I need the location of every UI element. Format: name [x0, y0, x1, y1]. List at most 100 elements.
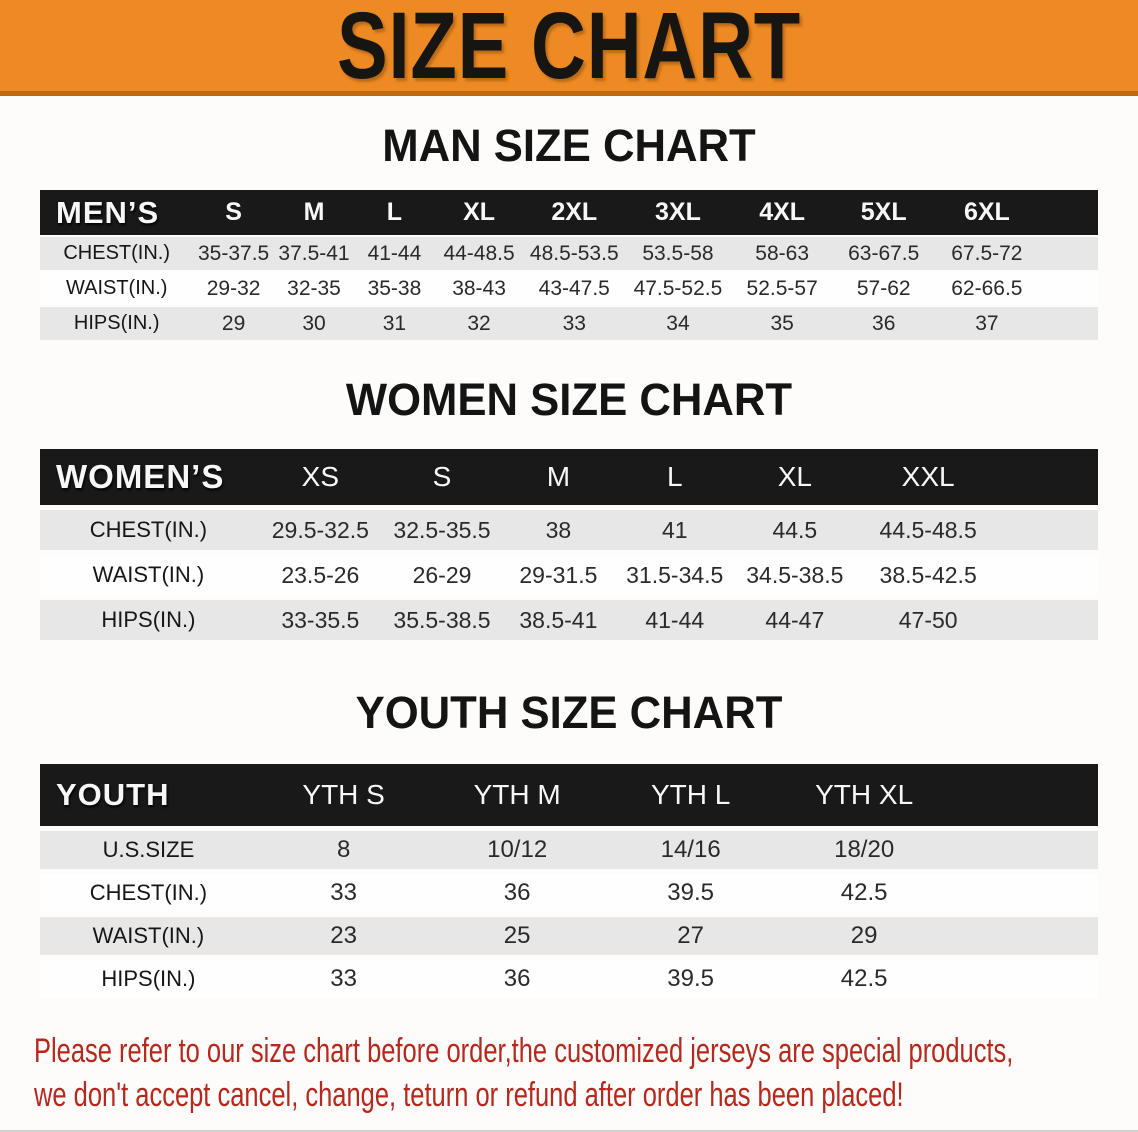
- womens-section: WOMEN SIZE CHART WOMEN’S XS S M L XL XXL CHEST(I…: [0, 374, 1138, 645]
- size-value-cell: 29.5-32.5: [271, 516, 369, 543]
- size-value-cell: 26-29: [412, 561, 472, 588]
- mens-section: MAN SIZE CHART MEN’S S M L XL 2XL 3XL 4XL 5XL 6XL C…: [0, 120, 1138, 342]
- size-value-cell: 35: [770, 311, 794, 335]
- table-row: U.S.SIZE 8 10/12 14/16 18/20: [40, 831, 1098, 869]
- row-spacer: [1040, 307, 1098, 340]
- size-value-cell: 14/16: [660, 836, 721, 863]
- charts-main: MAN SIZE CHART MEN’S S M L XL 2XL 3XL 4XL 5XL 6XL C…: [0, 120, 1138, 1003]
- table-row: CHEST(IN.) 29.5-32.5 32.5-35.5 38 41 44.5 44.5…: [40, 510, 1098, 550]
- youth-section-title: YOUTH SIZE CHART: [355, 687, 783, 738]
- size-column-header: XS: [301, 461, 340, 492]
- size-column-header: L: [666, 461, 683, 492]
- size-value-cell: 18/20: [834, 836, 895, 863]
- size-value-cell: 42.5: [840, 879, 888, 906]
- measurement-label: U.S.SIZE: [102, 837, 195, 862]
- size-value-cell: 63-67.5: [848, 241, 920, 265]
- header-spacer: [951, 764, 1098, 826]
- row-spacer: [1000, 600, 1098, 640]
- measurement-label: WAIST(IN.): [92, 562, 205, 587]
- womens-group-label: WOMEN’S: [56, 458, 225, 495]
- measurement-label: CHEST(IN.): [89, 880, 208, 905]
- row-spacer: [1000, 510, 1098, 550]
- size-value-cell: 31.5-34.5: [626, 561, 724, 588]
- size-value-cell: 47-50: [898, 606, 958, 633]
- size-column-header: YTH XL: [815, 779, 914, 810]
- table-row: WAIST(IN.) 23 25 27 29: [40, 917, 1098, 955]
- size-value-cell: 34.5-38.5: [746, 561, 844, 588]
- measurement-label: WAIST(IN.): [92, 923, 205, 948]
- size-value-cell: 43-47.5: [538, 276, 610, 300]
- row-spacer: [951, 831, 1098, 869]
- size-column-header: XXL: [901, 461, 955, 492]
- disclaimer-line-1: Please refer to our size chart before or…: [34, 1032, 1014, 1070]
- size-value-cell: 47.5-52.5: [633, 276, 723, 300]
- row-spacer: [1000, 555, 1098, 595]
- youth-group-label: YOUTH: [56, 777, 170, 812]
- size-value-cell: 38: [545, 516, 572, 543]
- size-value-cell: 38.5-41: [519, 606, 598, 633]
- table-row: WAIST(IN.) 29-32 32-35 35-38 38-43 43-47.5 47.…: [40, 272, 1098, 305]
- size-value-cell: 62-66.5: [951, 276, 1023, 300]
- measurement-label: HIPS(IN.): [101, 966, 196, 991]
- size-value-cell: 36: [503, 965, 531, 992]
- size-value-cell: 35-37.5: [197, 241, 270, 265]
- size-value-cell: 44.5: [772, 516, 818, 543]
- measurement-label: CHEST(IN.): [89, 517, 208, 542]
- size-column-header: 2XL: [551, 198, 598, 226]
- size-value-cell: 37.5-41: [278, 241, 350, 265]
- size-column-header: YTH M: [473, 779, 561, 810]
- table-row: HIPS(IN.) 33-35.5 35.5-38.5 38.5-41 41-44 44-…: [40, 600, 1098, 640]
- table-row: CHEST(IN.) 33 36 39.5 42.5: [40, 874, 1098, 912]
- banner: SIZE CHART: [0, 0, 1138, 96]
- mens-size-table: MEN’S S M L XL 2XL 3XL 4XL 5XL 6XL CHEST(IN.) 35-37…: [40, 188, 1098, 342]
- measurement-label: HIPS(IN.): [101, 607, 196, 632]
- size-value-cell: 39.5: [667, 965, 714, 992]
- size-value-cell: 27: [677, 922, 704, 949]
- size-value-cell: 53.5-58: [642, 241, 714, 265]
- mens-section-title: MAN SIZE CHART: [382, 120, 756, 171]
- size-value-cell: 8: [336, 836, 351, 863]
- size-value-cell: 29-32: [206, 276, 261, 300]
- size-column-header: YTH S: [302, 779, 385, 810]
- size-value-cell: 23: [330, 922, 357, 949]
- size-value-cell: 32: [467, 311, 491, 335]
- size-value-cell: 32.5-35.5: [393, 516, 491, 543]
- womens-size-table: WOMEN’S XS S M L XL XXL CHEST(IN.) 29.5-32.5 32.5…: [40, 444, 1098, 645]
- size-column-header: 5XL: [860, 198, 907, 226]
- size-value-cell: 67.5-72: [951, 241, 1023, 265]
- size-value-cell: 39.5: [667, 879, 714, 906]
- size-value-cell: 44-48.5: [443, 241, 515, 265]
- size-value-cell: 38.5-42.5: [879, 561, 977, 588]
- header-spacer: [1040, 190, 1098, 235]
- row-spacer: [951, 960, 1098, 998]
- measurement-label: CHEST(IN.): [63, 242, 171, 264]
- womens-section-title: WOMEN SIZE CHART: [345, 374, 793, 425]
- youth-size-table: YOUTH YTH S YTH M YTH L YTH XL U.S.SIZE 8 10/12…: [40, 759, 1098, 1003]
- header-row: WOMEN’S XS S M L XL XXL: [40, 449, 1098, 505]
- size-value-cell: 41-44: [645, 606, 705, 633]
- disclaimer-text: Please refer to our size chart before or…: [0, 1029, 1138, 1117]
- size-value-cell: 44.5-48.5: [879, 516, 977, 543]
- size-column-header: M: [303, 198, 325, 226]
- size-value-cell: 36: [872, 311, 896, 335]
- size-value-cell: 33: [330, 965, 357, 992]
- measurement-label: WAIST(IN.): [65, 277, 168, 299]
- header-spacer: [1000, 449, 1098, 505]
- size-column-header: S: [432, 461, 452, 492]
- header-row: MEN’S S M L XL 2XL 3XL 4XL 5XL 6XL: [40, 190, 1098, 235]
- size-value-cell: 29: [221, 311, 246, 335]
- row-spacer: [951, 874, 1098, 912]
- size-value-cell: 33: [330, 879, 357, 906]
- size-value-cell: 36: [503, 879, 531, 906]
- youth-section: YOUTH SIZE CHART YOUTH YTH S YTH M YTH L YTH …: [0, 687, 1138, 1003]
- table-row: CHEST(IN.) 35-37.5 37.5-41 41-44 44-48.5 48.5…: [40, 237, 1098, 270]
- page-title: SIZE CHART: [337, 0, 801, 96]
- size-value-cell: 57-62: [856, 276, 911, 300]
- size-value-cell: 30: [302, 311, 326, 335]
- size-value-cell: 33-35.5: [281, 606, 360, 633]
- table-row: WAIST(IN.) 23.5-26 26-29 29-31.5 31.5-34.5 34…: [40, 555, 1098, 595]
- size-column-header: 4XL: [759, 198, 806, 226]
- size-value-cell: 38-43: [452, 276, 506, 300]
- size-column-header: 3XL: [655, 198, 701, 226]
- row-spacer: [1040, 272, 1098, 305]
